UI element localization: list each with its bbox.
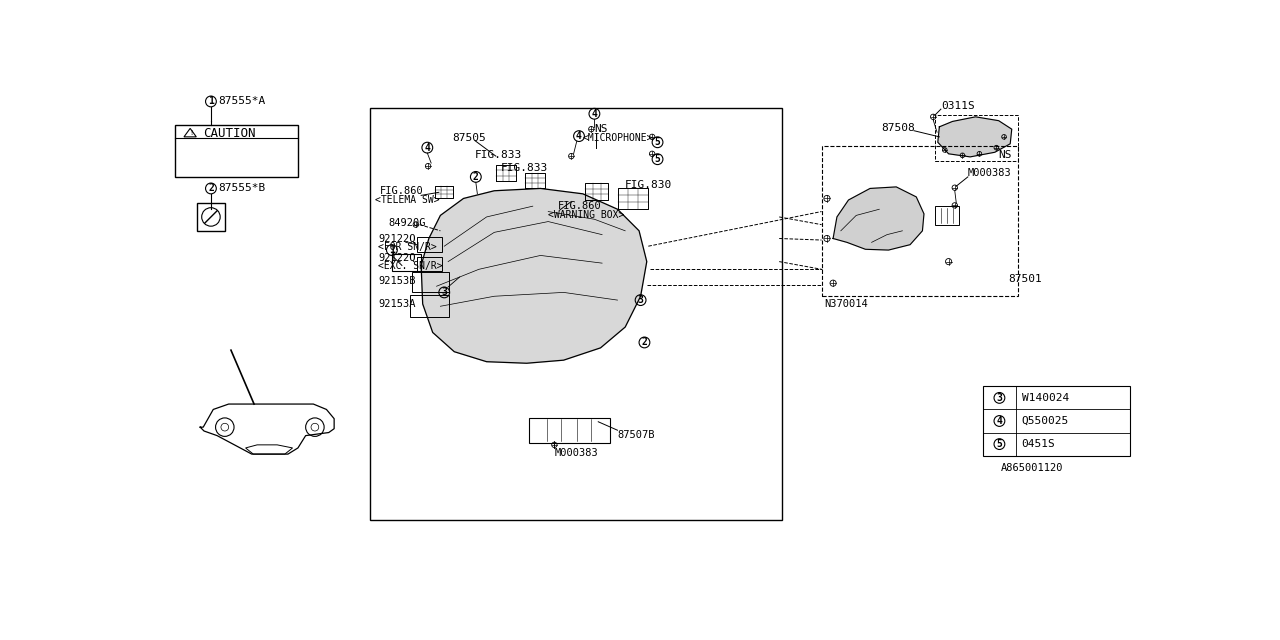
Text: FIG.833: FIG.833 (500, 163, 548, 173)
Text: 4: 4 (591, 109, 598, 119)
Text: <WARNING BOX>: <WARNING BOX> (548, 211, 625, 220)
Polygon shape (421, 188, 646, 364)
Text: Q550025: Q550025 (1021, 416, 1069, 426)
Bar (197, 203, 225, 231)
Text: A865001120: A865001120 (1001, 463, 1064, 473)
Text: M000383: M000383 (554, 447, 598, 458)
Text: !: ! (189, 130, 193, 136)
Text: 5: 5 (654, 137, 660, 147)
Text: 87555*B: 87555*B (219, 184, 266, 193)
Bar (934, 206, 960, 225)
Text: FIG.860: FIG.860 (558, 201, 602, 211)
Text: 84920G: 84920G (389, 218, 426, 228)
Bar (370, 108, 782, 520)
Text: 1: 1 (209, 97, 214, 106)
Text: FIG.860: FIG.860 (380, 186, 424, 196)
Bar (983, 387, 1129, 456)
Text: 87501: 87501 (1009, 273, 1042, 284)
Text: 5: 5 (997, 439, 1002, 449)
Text: FIG.830: FIG.830 (625, 180, 672, 189)
Text: 3: 3 (997, 393, 1002, 403)
Bar (411, 296, 449, 317)
Text: W140024: W140024 (1021, 393, 1069, 403)
Bar (175, 125, 298, 177)
Text: NS: NS (998, 150, 1011, 161)
Text: 0311S: 0311S (941, 101, 974, 111)
Text: <EXC. SN/R>: <EXC. SN/R> (378, 261, 443, 271)
Text: 2: 2 (472, 172, 479, 182)
Bar (934, 115, 1018, 161)
Text: 92122Q: 92122Q (378, 253, 416, 263)
Text: N370014: N370014 (824, 299, 868, 309)
Text: CAUTION: CAUTION (204, 127, 256, 140)
Bar (529, 418, 609, 442)
Text: 3: 3 (637, 295, 644, 305)
Text: 87505: 87505 (452, 133, 485, 143)
Text: 87508: 87508 (881, 123, 915, 132)
Bar (412, 273, 449, 292)
Text: FIG.833: FIG.833 (475, 150, 522, 161)
Text: 4: 4 (576, 131, 582, 141)
Text: 92122Q: 92122Q (378, 234, 416, 243)
Text: <TELEMA SW>: <TELEMA SW> (375, 195, 439, 205)
Bar (417, 257, 442, 271)
Text: 2: 2 (641, 337, 648, 348)
Text: 87555*A: 87555*A (219, 97, 266, 106)
Text: 5: 5 (654, 154, 660, 164)
Text: 1: 1 (389, 245, 394, 255)
Text: 2: 2 (209, 184, 214, 193)
Text: 92153B: 92153B (378, 276, 416, 286)
Text: 3: 3 (442, 287, 447, 298)
Bar (417, 237, 442, 252)
Text: 4: 4 (425, 143, 430, 152)
Text: <FOR SN/R>: <FOR SN/R> (378, 242, 436, 252)
Polygon shape (938, 117, 1011, 157)
Bar (822, 146, 1018, 296)
Text: 0451S: 0451S (1021, 439, 1056, 449)
Polygon shape (833, 187, 924, 250)
Text: 92153A: 92153A (378, 299, 416, 309)
Text: <MICROPHONE>: <MICROPHONE> (582, 133, 653, 143)
Text: 87507B: 87507B (617, 430, 655, 440)
Text: M000383: M000383 (968, 168, 1011, 178)
Bar (392, 254, 421, 271)
Text: NS: NS (594, 124, 608, 134)
Text: 4: 4 (997, 416, 1002, 426)
